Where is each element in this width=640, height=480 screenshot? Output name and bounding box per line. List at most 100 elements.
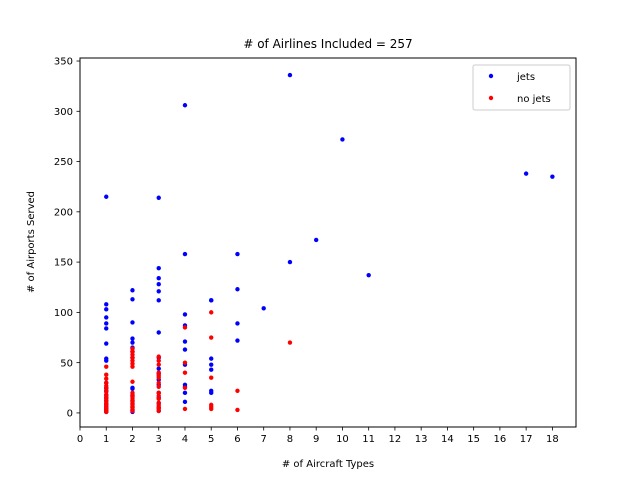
legend: jets no jets xyxy=(472,64,571,111)
point-no-jets xyxy=(130,358,135,363)
point-no-jets xyxy=(156,396,161,402)
legend-label-jets: jets xyxy=(516,72,535,83)
point-jets xyxy=(182,312,188,317)
point-jets xyxy=(235,251,240,257)
point-jets xyxy=(130,297,135,302)
x-tick-label: 13 xyxy=(415,434,428,445)
point-no-jets xyxy=(130,352,135,357)
point-jets xyxy=(156,289,161,294)
point-no-jets xyxy=(104,380,109,385)
point-jets xyxy=(523,171,529,176)
point-no-jets xyxy=(104,383,109,388)
point-jets xyxy=(209,367,214,372)
point-jets xyxy=(104,321,109,326)
point-no-jets xyxy=(156,384,161,389)
point-jets xyxy=(156,195,161,200)
point-no-jets xyxy=(209,375,214,380)
point-no-jets xyxy=(104,364,109,369)
y-axis: 0 50 100 150 200 250 300 350 xyxy=(54,57,80,420)
chart-title: # of Airlines Included = 257 xyxy=(243,37,412,51)
point-no-jets xyxy=(130,361,135,366)
point-no-jets xyxy=(182,406,188,412)
point-no-jets xyxy=(156,408,161,414)
point-jets xyxy=(130,336,135,341)
y-tick-label: 150 xyxy=(54,258,73,269)
point-jets xyxy=(104,326,109,331)
x-tick-label: 0 xyxy=(77,434,83,445)
y-tick-label: 350 xyxy=(54,57,73,68)
x-tick-label: 15 xyxy=(467,434,480,445)
point-jets xyxy=(261,306,266,311)
x-tick-label: 1 xyxy=(103,434,109,445)
point-no-jets xyxy=(156,358,161,363)
point-no-jets xyxy=(209,406,214,412)
legend-marker-jets xyxy=(488,73,494,79)
point-jets xyxy=(182,390,188,396)
point-no-jets xyxy=(104,386,109,391)
point-no-jets xyxy=(130,349,135,354)
point-jets xyxy=(130,340,135,345)
x-tick-label: 12 xyxy=(389,434,402,445)
point-jets xyxy=(209,362,214,367)
point-jets xyxy=(209,390,214,396)
point-jets xyxy=(130,320,135,325)
point-no-jets xyxy=(104,376,109,381)
point-no-jets xyxy=(156,393,161,399)
x-tick-label: 9 xyxy=(313,434,319,445)
x-tick-label: 2 xyxy=(129,434,135,445)
point-no-jets xyxy=(156,354,161,359)
point-no-jets xyxy=(130,346,135,351)
point-jets xyxy=(156,265,161,271)
point-no-jets xyxy=(156,390,161,396)
x-tick-label: 16 xyxy=(494,434,507,445)
x-tick-label: 14 xyxy=(441,434,454,445)
point-jets xyxy=(550,174,555,179)
point-no-jets xyxy=(156,362,161,367)
legend-label-no-jets: no jets xyxy=(517,94,551,105)
point-jets xyxy=(104,302,109,307)
point-jets xyxy=(182,103,188,108)
point-no-jets xyxy=(130,364,135,369)
y-axis-label: # of Airports Served xyxy=(26,191,37,293)
y-tick-label: 300 xyxy=(54,107,73,118)
point-no-jets xyxy=(104,409,109,415)
point-jets xyxy=(104,341,109,346)
point-no-jets xyxy=(130,379,135,384)
point-jets xyxy=(340,137,345,142)
point-jets xyxy=(182,251,188,257)
y-tick-label: 100 xyxy=(54,308,73,319)
x-tick-label: 7 xyxy=(261,434,267,445)
point-jets xyxy=(130,288,135,293)
point-no-jets xyxy=(209,335,214,340)
x-tick-label: 8 xyxy=(287,434,293,445)
legend-marker-no-jets xyxy=(488,95,494,101)
point-jets xyxy=(182,339,188,344)
x-tick-label: 5 xyxy=(208,434,214,445)
y-tick-label: 50 xyxy=(60,358,73,369)
point-no-jets xyxy=(182,360,188,365)
x-tick-label: 10 xyxy=(336,434,349,445)
point-jets xyxy=(287,259,293,265)
x-tick-label: 18 xyxy=(546,434,559,445)
point-no-jets xyxy=(156,375,161,380)
y-tick-label: 250 xyxy=(54,157,73,168)
x-tick-label: 6 xyxy=(234,434,240,445)
point-jets xyxy=(209,356,214,361)
point-no-jets xyxy=(104,372,109,377)
point-no-jets xyxy=(104,389,109,395)
point-jets xyxy=(235,287,240,292)
x-tick-label: 3 xyxy=(156,434,162,445)
legend-box xyxy=(472,64,571,111)
plot-frame xyxy=(79,57,577,428)
point-no-jets xyxy=(182,325,188,330)
point-jets xyxy=(156,330,161,335)
point-no-jets xyxy=(209,310,214,315)
point-no-jets xyxy=(156,370,161,375)
point-no-jets xyxy=(235,407,240,413)
x-tick-label: 4 xyxy=(182,434,188,445)
point-jets xyxy=(156,275,161,281)
point-jets xyxy=(104,315,109,320)
y-tick-label: 200 xyxy=(54,207,73,218)
point-no-jets xyxy=(182,385,188,390)
